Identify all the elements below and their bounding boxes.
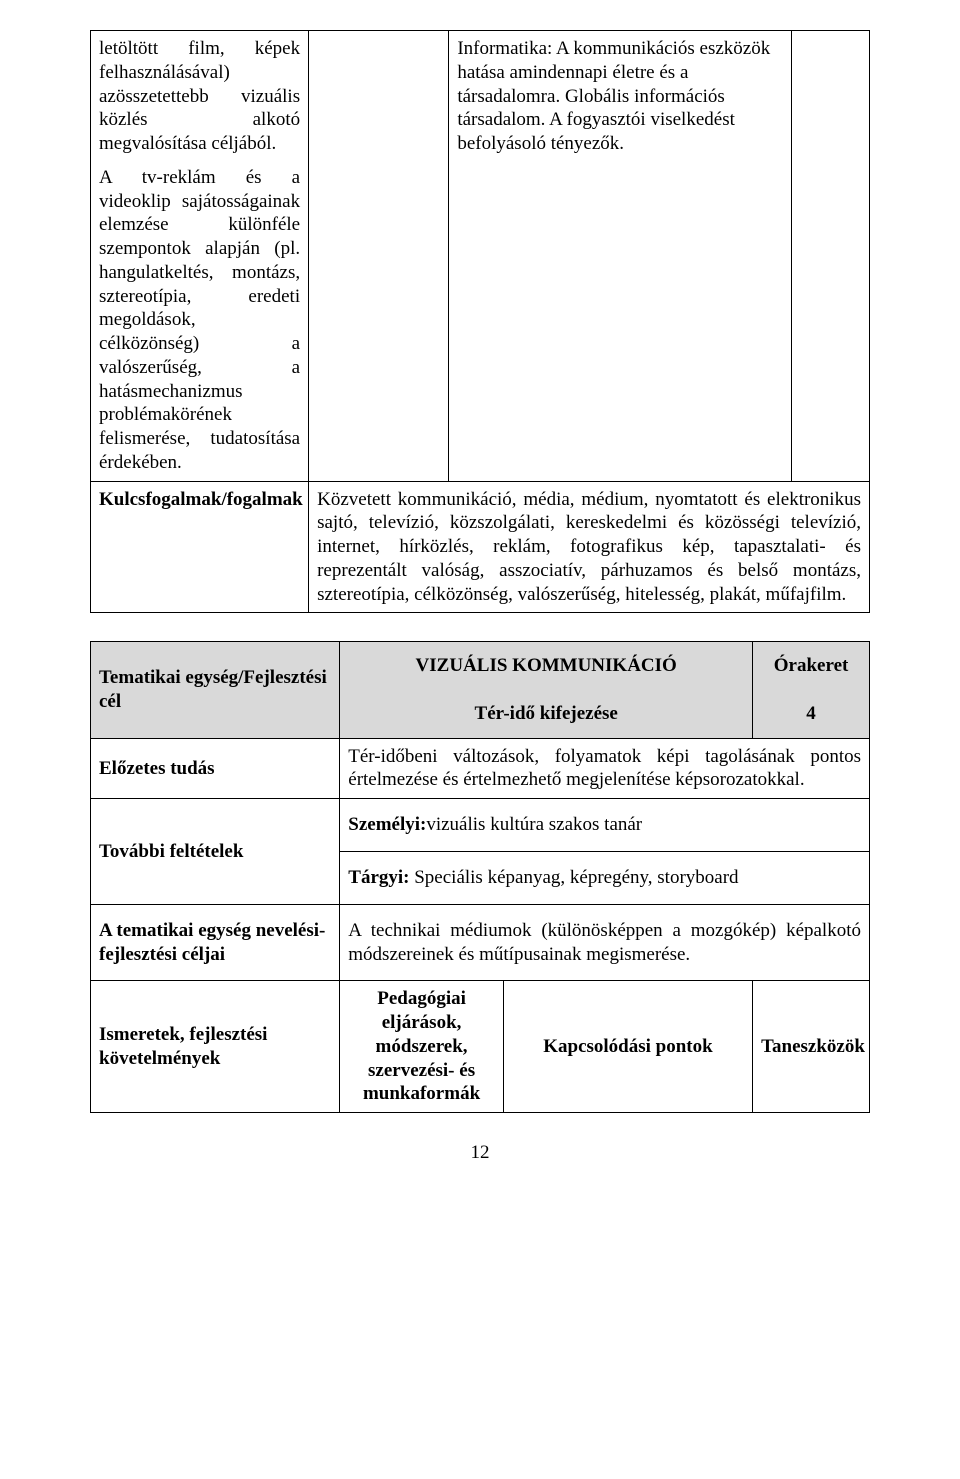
t1-r0c1-empty bbox=[309, 31, 449, 482]
t2-r4c1-content: A technikai médiumok (különösképpen a mo… bbox=[340, 904, 870, 981]
hours-value: 4 bbox=[806, 703, 816, 724]
t1-r1c1-content: Közvetett kommunikáció, média, médium, n… bbox=[309, 481, 870, 613]
paragraph: Informatika: A kommunikációs eszközök ha… bbox=[457, 37, 783, 156]
t2-r0c1-title: VIZUÁLIS KOMMUNIKÁCIÓ Tér-idő kifejezése bbox=[340, 642, 753, 738]
t2-r2c1-content: Személyi:vizuális kultúra szakos tanár bbox=[340, 799, 870, 852]
label-bold: Tárgyi: bbox=[348, 867, 409, 888]
title-main: VIZUÁLIS KOMMUNIKÁCIÓ bbox=[416, 655, 677, 676]
label-bold: Személyi: bbox=[348, 814, 426, 835]
t1-r0c0: letöltött film, képek felhasználásával) … bbox=[91, 31, 309, 482]
table-row: Tematikai egység/Fejlesztési cél VIZUÁLI… bbox=[91, 642, 870, 738]
t2-r1c1-content: Tér-időbeni változások, folyamatok képi … bbox=[340, 738, 870, 799]
table-row: letöltött film, képek felhasználásával) … bbox=[91, 31, 870, 482]
t2-r0c0-label: Tematikai egység/Fejlesztési cél bbox=[91, 642, 340, 738]
table-row: Kulcsfogalmak/fogalmak Közvetett kommuni… bbox=[91, 481, 870, 613]
table-1: letöltött film, képek felhasználásával) … bbox=[90, 30, 870, 613]
page-number: 12 bbox=[90, 1141, 870, 1165]
t2-r1c0-label: Előzetes tudás bbox=[91, 738, 340, 799]
t1-r0c2: Informatika: A kommunikációs eszközök ha… bbox=[449, 31, 792, 482]
page-container: letöltött film, képek felhasználásával) … bbox=[0, 0, 960, 1205]
table-row: Ismeretek, fejlesztési követelmények Ped… bbox=[91, 981, 870, 1113]
title-sub: Tér-idő kifejezése bbox=[475, 703, 618, 724]
label-rest: Speciális képanyag, képregény, storyboar… bbox=[409, 867, 738, 888]
paragraph: A tv-reklám és a videoklip sajátosságain… bbox=[99, 166, 300, 475]
t1-r1c0-label: Kulcsfogalmak/fogalmak bbox=[91, 481, 309, 613]
t2-r5c2-header: Kapcsolódási pontok bbox=[503, 981, 752, 1113]
t2-r5c0-header: Ismeretek, fejlesztési követelmények bbox=[91, 981, 340, 1113]
table-row: További feltételek Személyi:vizuális kul… bbox=[91, 799, 870, 852]
table-2: Tematikai egység/Fejlesztési cél VIZUÁLI… bbox=[90, 641, 870, 1113]
table-row: A tematikai egység nevelési-fejlesztési … bbox=[91, 904, 870, 981]
t2-r5c3-header: Taneszközök bbox=[753, 981, 870, 1113]
t2-r0c2-hours: Órakeret 4 bbox=[753, 642, 870, 738]
table-row: Előzetes tudás Tér-időbeni változások, f… bbox=[91, 738, 870, 799]
t2-r4c0-label: A tematikai egység nevelési-fejlesztési … bbox=[91, 904, 340, 981]
label-rest: vizuális kultúra szakos tanár bbox=[426, 814, 642, 835]
t2-r2c0-label: További feltételek bbox=[91, 799, 340, 905]
t2-r3c1-content: Tárgyi: Speciális képanyag, képregény, s… bbox=[340, 852, 870, 905]
paragraph: letöltött film, képek felhasználásával) … bbox=[99, 37, 300, 156]
t1-r0c3-empty bbox=[792, 31, 870, 482]
t2-r5c1-header: Pedagógiai eljárások, módszerek, szervez… bbox=[340, 981, 504, 1113]
hours-label: Órakeret bbox=[774, 655, 849, 676]
